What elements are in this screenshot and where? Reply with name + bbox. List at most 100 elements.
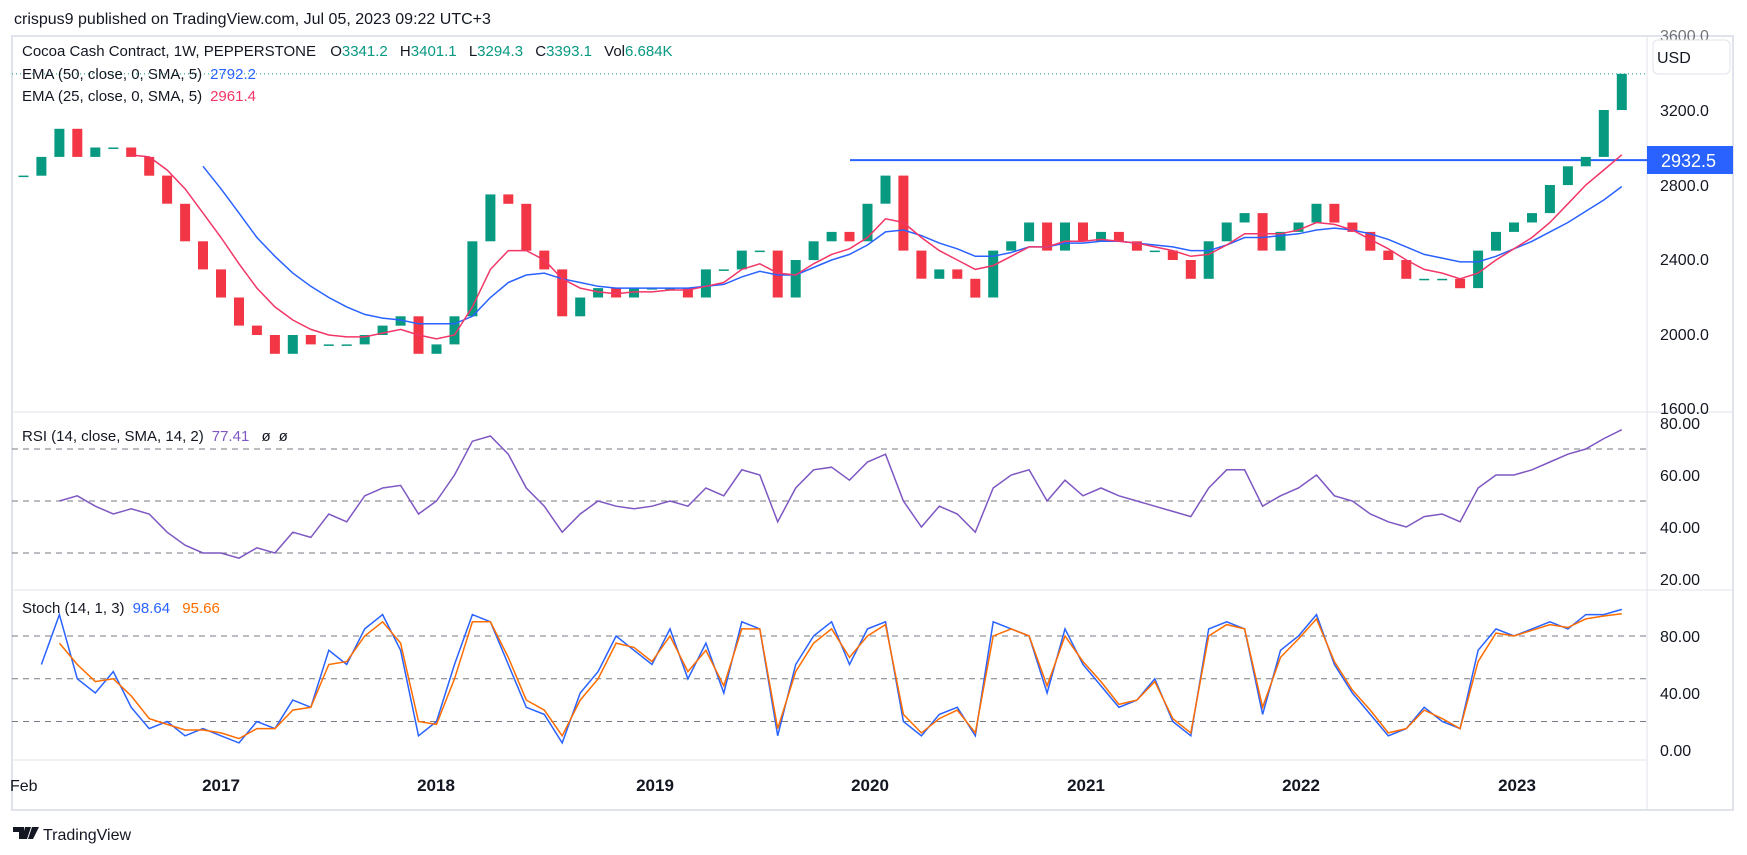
rsi-pane[interactable]	[12, 429, 1647, 560]
candle	[287, 335, 298, 354]
candle	[1455, 278, 1466, 289]
time-tick: 2017	[202, 776, 240, 795]
candle	[1060, 222, 1070, 251]
candle	[916, 250, 927, 279]
stoch-d-line	[58, 612, 1622, 740]
candle	[1544, 185, 1555, 214]
legend-stoch[interactable]: Stoch (14, 1, 3) 98.64 95.66	[22, 600, 220, 617]
candle	[1365, 231, 1376, 251]
candle	[1437, 278, 1448, 281]
candle	[736, 250, 747, 270]
candle	[988, 250, 999, 298]
candle	[629, 288, 639, 298]
candle	[1167, 250, 1178, 260]
time-tick: 2018	[417, 776, 455, 795]
candle	[251, 325, 262, 335]
candle	[1239, 213, 1250, 223]
candle	[180, 203, 191, 242]
published-caption: crispus9 published on TradingView.com, J…	[14, 11, 491, 28]
legend-ema25[interactable]: EMA (25, close, 0, SMA, 5) 2961.4	[22, 88, 256, 105]
rsi-tick: 20.00	[1660, 572, 1700, 589]
time-tick: 2020	[851, 776, 889, 795]
candle	[431, 344, 442, 354]
candle	[1473, 250, 1484, 289]
candle	[1131, 241, 1142, 251]
candle	[54, 128, 65, 157]
candle	[269, 335, 280, 354]
candle	[790, 260, 801, 298]
tradingview-logo-icon	[13, 827, 39, 839]
candle	[36, 156, 47, 176]
candle	[395, 316, 406, 326]
candle	[1329, 203, 1340, 223]
candle	[1078, 222, 1088, 242]
candle	[359, 335, 370, 345]
tradingview-logo[interactable]: TradingView	[13, 827, 131, 844]
candle	[952, 269, 963, 279]
stoch-tick: 40.00	[1660, 686, 1700, 703]
time-tick: 2023	[1498, 776, 1536, 795]
price-pane[interactable]	[12, 73, 1647, 354]
time-tick: 2019	[636, 776, 674, 795]
stoch-pane[interactable]	[12, 608, 1647, 745]
candle	[467, 241, 478, 317]
candle	[18, 175, 29, 178]
time-tick: 2021	[1067, 776, 1105, 795]
price-axis[interactable]: 3600.0 3200.0 2800.0 2400.0 2000.0 1600.…	[1647, 28, 1733, 418]
candle	[862, 203, 873, 242]
rsi-line	[59, 429, 1623, 560]
hline-price-label	[1647, 146, 1733, 174]
candle	[898, 175, 909, 251]
symbol-title: Cocoa Cash Contract, 1W, PEPPERSTONE	[22, 43, 316, 60]
stoch-axis[interactable]: 80.00 40.00 0.00	[1660, 629, 1700, 760]
candle	[880, 175, 891, 204]
candle	[72, 128, 83, 157]
candle	[521, 203, 532, 251]
currency-button[interactable]	[1652, 39, 1731, 75]
price-tick: 1600.0	[1660, 401, 1709, 418]
candle	[808, 241, 819, 261]
time-tick: Feb	[10, 778, 38, 795]
candle	[485, 194, 496, 242]
candle	[700, 269, 711, 298]
candle	[108, 147, 119, 149]
candle	[1149, 250, 1160, 253]
candle	[1491, 231, 1501, 251]
candle	[449, 316, 460, 345]
ema50-line	[202, 165, 1623, 325]
candle	[1293, 222, 1304, 232]
candle	[1401, 260, 1412, 279]
candle	[1419, 278, 1430, 281]
candle	[1203, 241, 1214, 279]
rsi-tick: 40.00	[1660, 520, 1700, 537]
stoch-tick: 0.00	[1660, 743, 1691, 760]
candle	[503, 194, 514, 204]
candle	[126, 147, 137, 157]
candle	[1221, 222, 1232, 242]
time-axis[interactable]: Feb 2017 2018 2019 2020 2021 2022 2023	[10, 776, 1536, 795]
price-tick: 2800.0	[1660, 178, 1709, 195]
candle	[772, 250, 783, 298]
candle	[682, 288, 693, 298]
price-tick: 2400.0	[1660, 252, 1709, 269]
legend-ohlc: Cocoa Cash Contract, 1W, PEPPERSTONE O33…	[22, 43, 673, 60]
rsi-tick: 60.00	[1660, 468, 1700, 485]
rsi-axis[interactable]: 80.00 60.00 40.00 20.00	[1660, 416, 1700, 589]
candle	[234, 297, 244, 326]
candle	[970, 278, 981, 298]
candle	[341, 344, 352, 346]
candle	[1383, 250, 1394, 260]
candle	[1096, 231, 1106, 242]
hline-price-text: 2932.5	[1661, 151, 1716, 171]
candle	[305, 335, 316, 345]
rsi-tick: 80.00	[1660, 416, 1700, 433]
time-tick: 2022	[1282, 776, 1320, 795]
candle	[575, 297, 586, 317]
candle	[1527, 213, 1537, 223]
candle	[377, 325, 388, 335]
candle	[1257, 213, 1268, 251]
candle	[593, 288, 604, 298]
legend-ema50[interactable]: EMA (50, close, 0, SMA, 5) 2792.2	[22, 66, 256, 83]
